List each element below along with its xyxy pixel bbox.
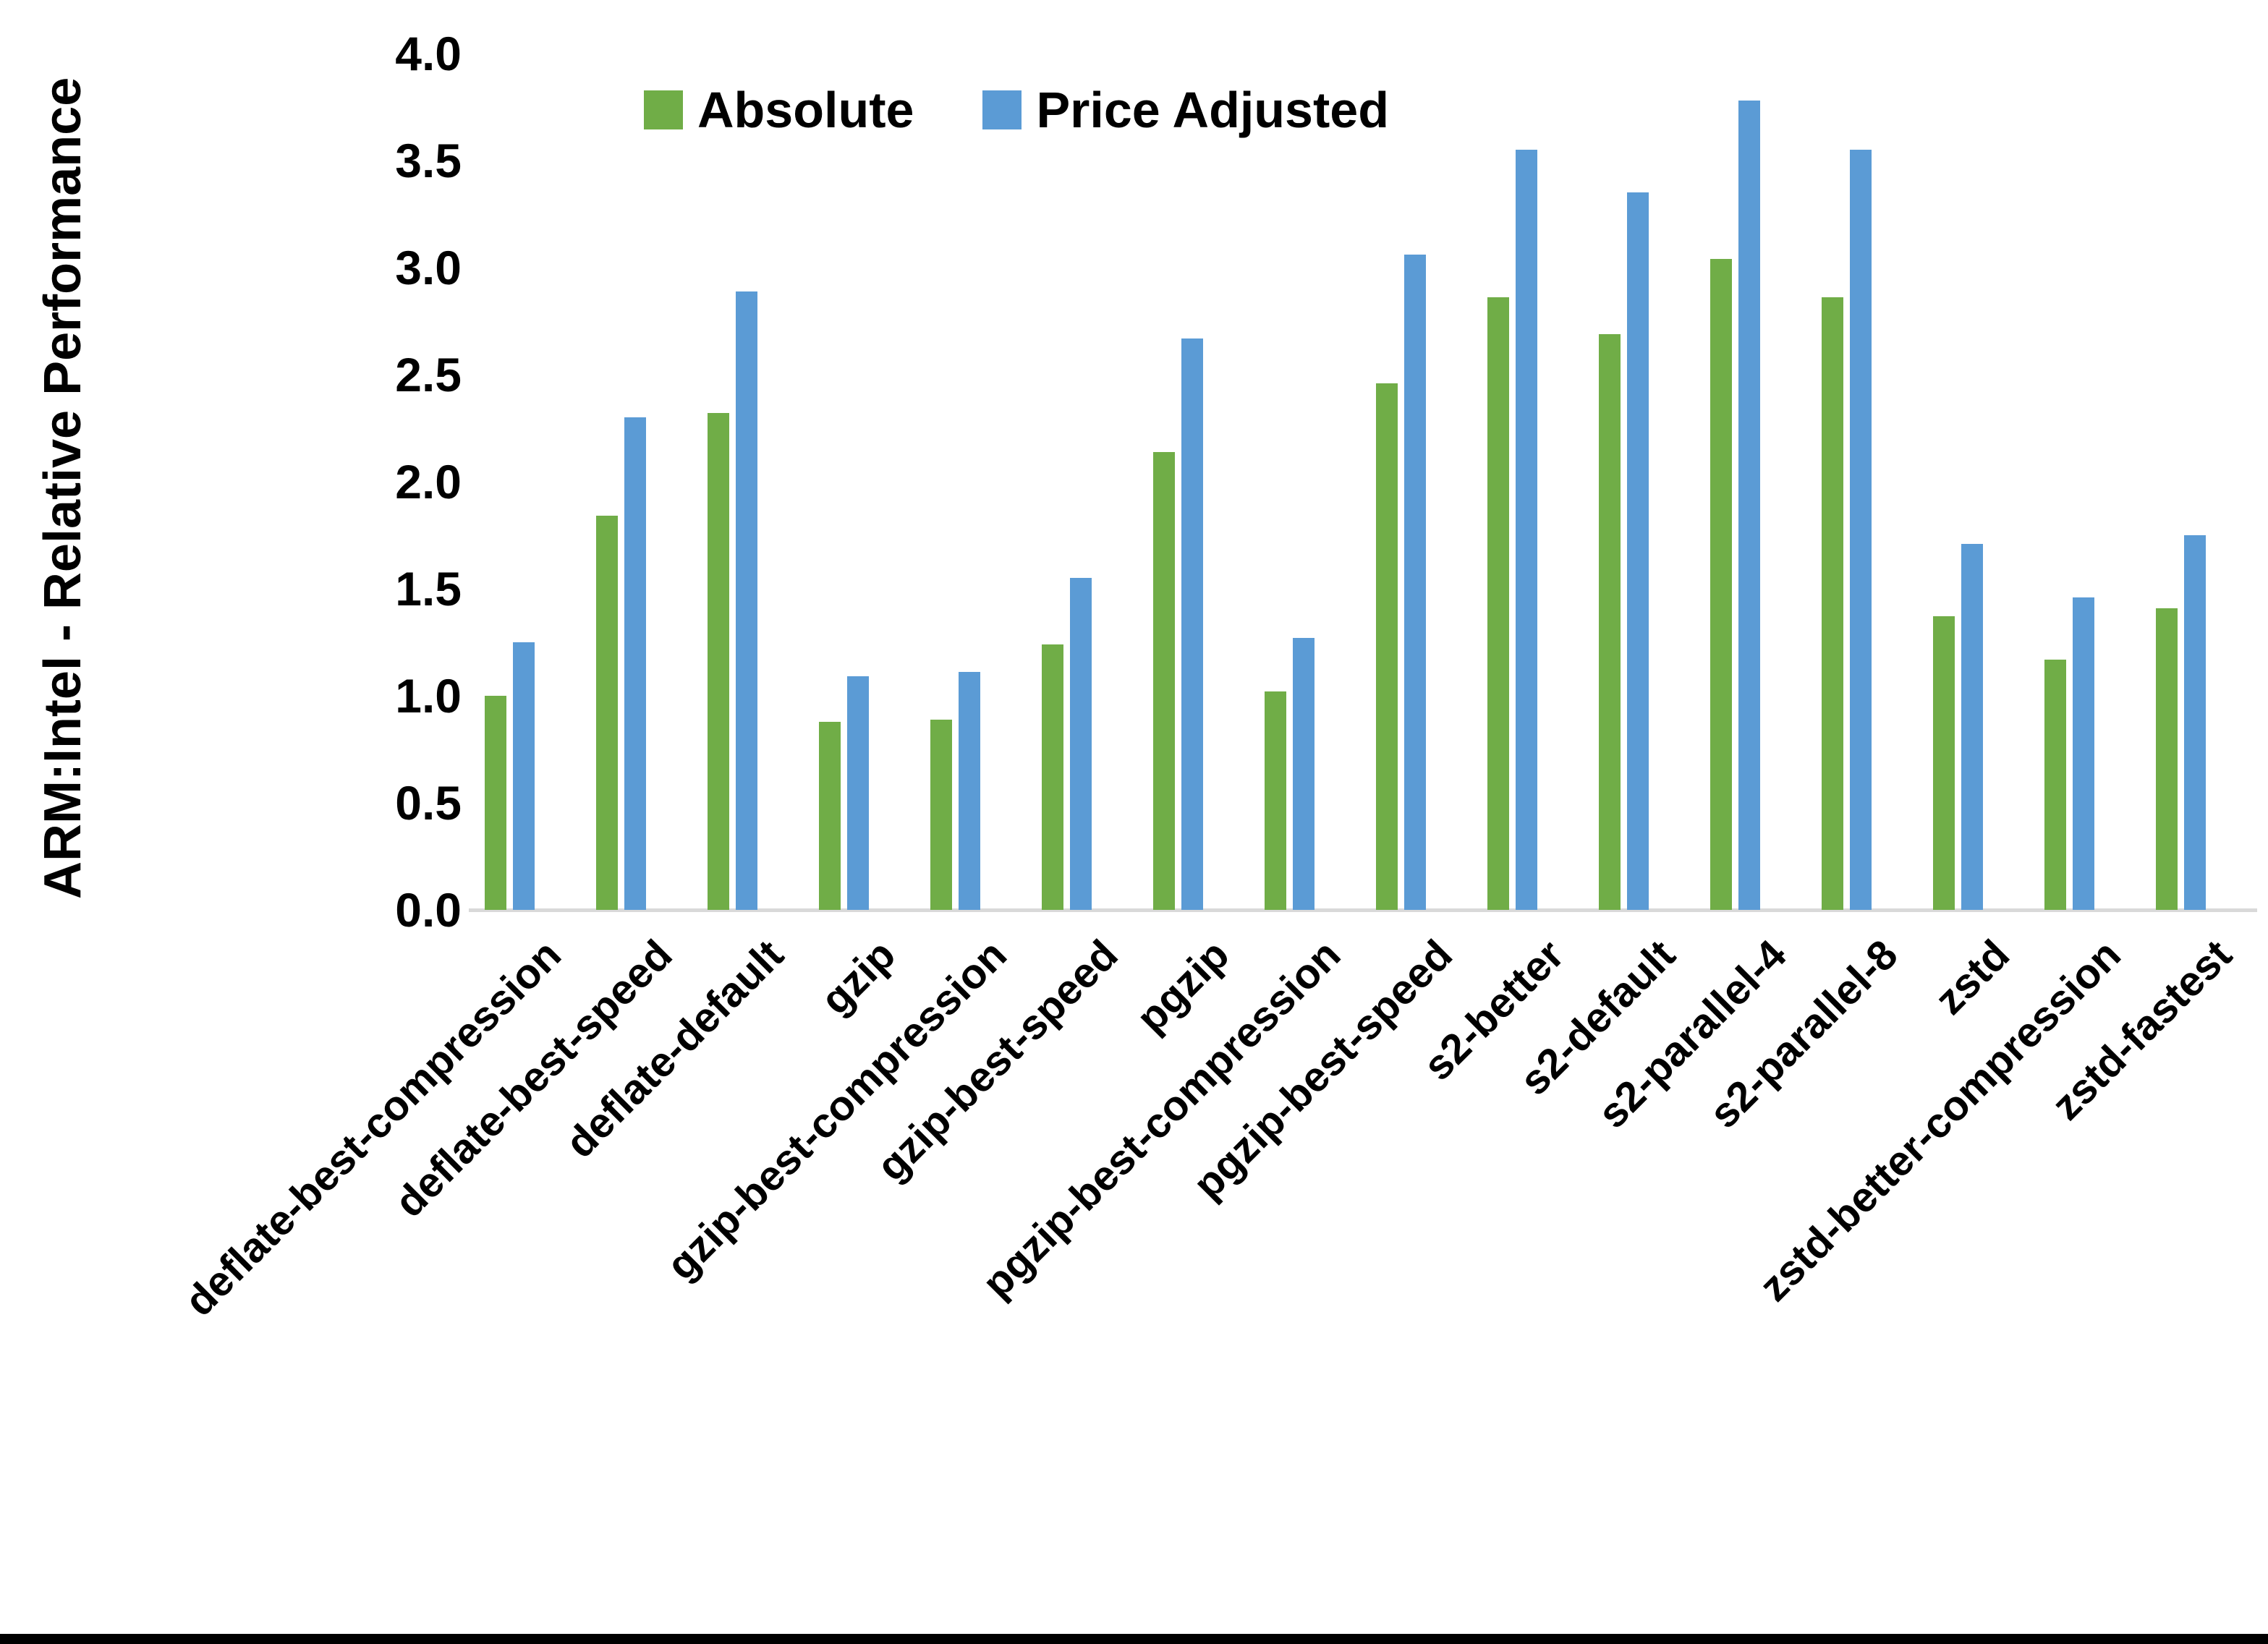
- y-tick-label: 1.0: [395, 669, 462, 723]
- legend: Absolute Price Adjusted: [644, 81, 1389, 139]
- bar-price-adjusted: [2184, 535, 2206, 910]
- y-tick-label: 3.0: [395, 241, 462, 294]
- x-axis-baseline: [469, 908, 2257, 912]
- y-tick-label: 0.0: [395, 883, 462, 937]
- legend-item-absolute: Absolute: [644, 81, 914, 139]
- bar-price-adjusted: [1516, 150, 1537, 910]
- bar-absolute: [1042, 644, 1063, 910]
- bar-price-adjusted: [1850, 150, 1872, 910]
- y-axis-title: ARM:Intel - Relative Performance: [34, 77, 92, 900]
- x-category-label: pgzip: [1127, 931, 1239, 1042]
- bar-price-adjusted: [1070, 578, 1092, 910]
- bar-absolute: [1265, 691, 1286, 910]
- y-tick-label: 4.0: [395, 27, 462, 80]
- bar-absolute: [708, 413, 729, 910]
- bar-absolute: [1153, 452, 1175, 910]
- bar-price-adjusted: [1738, 101, 1760, 910]
- bar-absolute: [1376, 383, 1398, 910]
- legend-swatch-price-adjusted: [982, 90, 1022, 129]
- window-bottom-border: [0, 1634, 2268, 1644]
- legend-item-price-adjusted: Price Adjusted: [982, 81, 1389, 139]
- x-category-label: zstd: [1925, 931, 2018, 1024]
- y-tick-label: 0.5: [395, 776, 462, 830]
- bar-absolute: [930, 720, 952, 910]
- bar-price-adjusted: [2073, 597, 2094, 910]
- x-category-label: gzip: [811, 931, 904, 1024]
- bar-price-adjusted: [1181, 338, 1203, 910]
- bar-price-adjusted: [1627, 192, 1649, 910]
- bar-price-adjusted: [959, 672, 980, 910]
- y-tick-label: 1.5: [395, 562, 462, 616]
- y-tick-label: 2.5: [395, 348, 462, 401]
- bar-absolute: [596, 516, 618, 910]
- bar-absolute: [1710, 259, 1732, 910]
- legend-swatch-absolute: [644, 90, 683, 129]
- y-tick-label: 3.5: [395, 134, 462, 187]
- bar-absolute: [1822, 297, 1843, 910]
- bar-price-adjusted: [1961, 544, 1983, 910]
- bar-absolute: [2156, 608, 2178, 910]
- bar-price-adjusted: [736, 291, 757, 910]
- y-tick-label: 2.0: [395, 455, 462, 508]
- bar-absolute: [1933, 616, 1955, 910]
- bar-absolute: [1599, 334, 1621, 910]
- bar-price-adjusted: [624, 417, 646, 910]
- bar-price-adjusted: [513, 642, 535, 910]
- legend-label-price-adjusted: Price Adjusted: [1036, 82, 1389, 138]
- bar-price-adjusted: [1404, 255, 1426, 910]
- bar-absolute: [2044, 660, 2066, 910]
- bar-price-adjusted: [847, 676, 869, 910]
- bar-absolute: [485, 696, 506, 910]
- bar-price-adjusted: [1293, 638, 1314, 910]
- bar-absolute: [819, 722, 841, 910]
- bar-absolute: [1487, 297, 1509, 910]
- legend-label-absolute: Absolute: [697, 82, 914, 138]
